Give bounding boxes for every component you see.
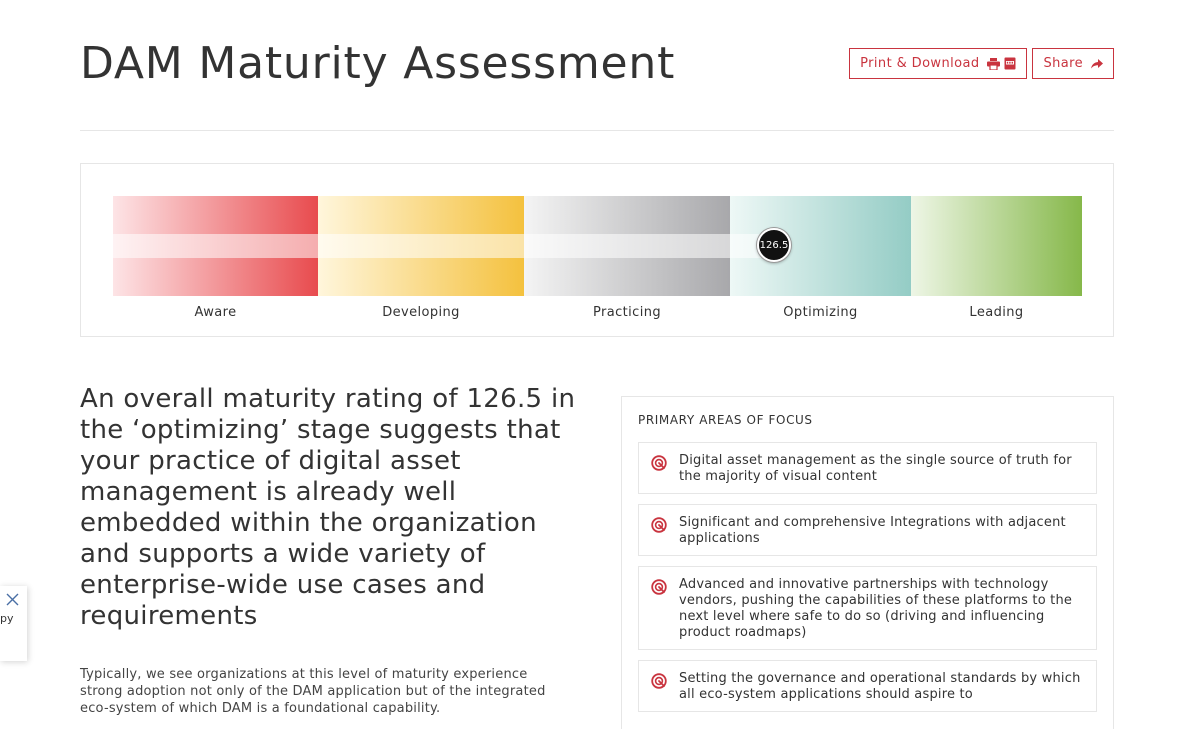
- target-icon: [651, 673, 667, 689]
- stage-optimizing: 126.5 Optimizing: [730, 196, 911, 320]
- stage-label-practicing: Practicing: [592, 305, 662, 320]
- print-download-button[interactable]: Print & Download: [849, 48, 1028, 79]
- maturity-scale: Aware Developing Practicing 126.5 Optimi…: [113, 196, 1082, 320]
- print-download-label: Print & Download: [860, 56, 980, 71]
- primary-focus-card: PRIMARY AREAS OF FOCUS Digital asset man…: [621, 396, 1114, 729]
- summary-body: Typically, we see organizations at this …: [80, 667, 546, 716]
- share-button[interactable]: Share: [1032, 48, 1114, 79]
- header-divider: [80, 130, 1114, 131]
- stage-aware: Aware: [113, 196, 318, 320]
- focus-item-text: Digital asset management as the single s…: [679, 453, 1072, 484]
- score-band: [524, 234, 730, 258]
- focus-title: PRIMARY AREAS OF FOCUS: [638, 413, 813, 427]
- header-actions: Print & Download Share: [849, 48, 1114, 79]
- focus-item: Setting the governance and operational s…: [638, 660, 1097, 712]
- score-marker: 126.5: [757, 228, 791, 262]
- stage-label-aware: Aware: [194, 305, 237, 320]
- share-label: Share: [1043, 56, 1083, 71]
- stage-label-developing: Developing: [382, 305, 460, 320]
- target-icon: [651, 517, 667, 533]
- close-icon[interactable]: [6, 593, 19, 606]
- stage-label-leading: Leading: [969, 305, 1024, 320]
- focus-item-text: Advanced and innovative partnerships wit…: [679, 577, 1073, 640]
- target-icon: [651, 455, 667, 471]
- share-arrow-icon: [1091, 58, 1103, 68]
- print-pdf-icons: [987, 57, 1016, 70]
- focus-item: Advanced and innovative partnerships wit…: [638, 566, 1097, 650]
- maturity-scale-card: Aware Developing Practicing 126.5 Optimi…: [80, 163, 1114, 337]
- target-icon: [651, 579, 667, 595]
- toast-text: py: [0, 612, 14, 625]
- stage-leading: Leading: [911, 196, 1082, 320]
- focus-item-text: Significant and comprehensive Integratio…: [679, 515, 1066, 546]
- focus-item: Significant and comprehensive Integratio…: [638, 504, 1097, 556]
- summary-heading: An overall maturity rating of 126.5 in t…: [80, 384, 576, 631]
- printer-icon: [987, 57, 1001, 70]
- stage-developing: Developing: [318, 196, 524, 320]
- side-toast: py: [0, 586, 27, 661]
- pdf-icon: [1004, 57, 1016, 70]
- stage-label-optimizing: Optimizing: [783, 305, 858, 320]
- score-band: [113, 234, 318, 258]
- focus-item: Digital asset management as the single s…: [638, 442, 1097, 494]
- stage-practicing: Practicing: [524, 196, 730, 320]
- page-title: DAM Maturity Assessment: [80, 38, 676, 89]
- focus-item-text: Setting the governance and operational s…: [679, 671, 1081, 702]
- score-band: [318, 234, 524, 258]
